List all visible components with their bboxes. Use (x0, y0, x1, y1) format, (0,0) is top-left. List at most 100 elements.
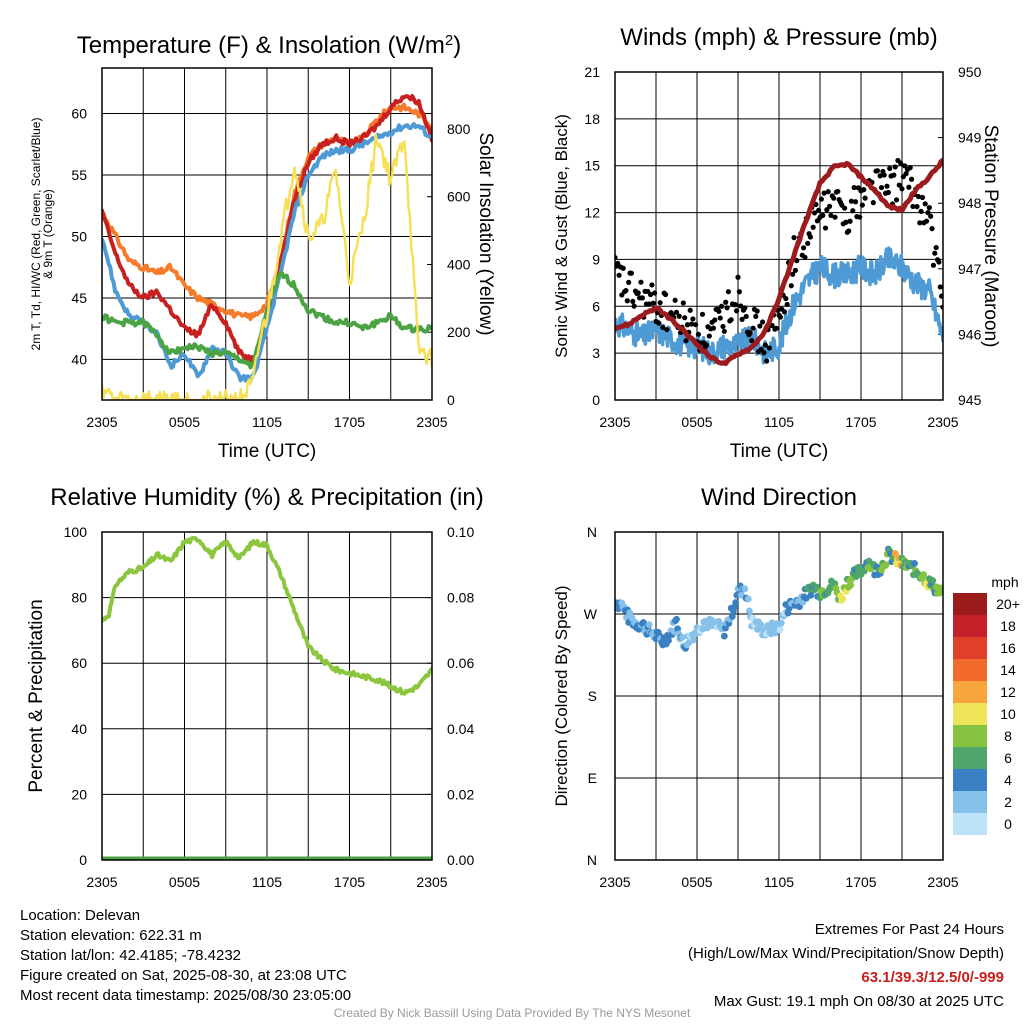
y-right-tick-label: 0 (447, 392, 455, 408)
legend-label: 4 (1004, 772, 1012, 788)
wind-direction-point (722, 624, 729, 632)
gust-point (928, 213, 934, 219)
gust-point (735, 274, 741, 280)
wind-direction-point (813, 583, 820, 591)
y-tick-label: 40 (71, 351, 87, 367)
gust-point (646, 301, 652, 307)
legend-swatch (953, 637, 987, 659)
gust-point (903, 171, 909, 177)
gust-point (773, 325, 779, 331)
y-axis-label-right: Solar Insolation (Yellow) (475, 132, 496, 335)
y-axis-label: Sonic Wind & Gust (Blue, Black) (552, 114, 571, 358)
series-relative-humidity (102, 536, 432, 696)
gust-point (924, 218, 930, 224)
gust-point (851, 184, 857, 191)
gust-point (723, 299, 729, 305)
y-tick-label: S (588, 688, 597, 704)
series-sonic-wind (615, 246, 943, 366)
gust-point (753, 313, 759, 319)
wind-direction-point (645, 621, 653, 628)
gust-point (660, 324, 666, 331)
y-tick-label: 3 (592, 345, 600, 361)
gust-point (742, 305, 748, 311)
wind-direction-point (741, 585, 749, 593)
legend-swatch (953, 703, 987, 725)
gust-point (749, 337, 755, 344)
gust-point (688, 321, 695, 327)
legend-swatch (953, 593, 987, 615)
plot-area (615, 157, 943, 366)
wind-direction-point (929, 577, 937, 584)
gust-point (850, 208, 856, 214)
wind-direction-point (728, 613, 736, 620)
wind-direction-point (732, 599, 740, 606)
gust-point (910, 203, 916, 210)
gust-point (684, 322, 691, 328)
gust-point (791, 235, 797, 241)
gust-point (650, 300, 656, 306)
gust-point (816, 207, 822, 213)
gust-point (620, 265, 626, 271)
gust-point (893, 197, 900, 203)
gust-point (712, 317, 718, 323)
gust-point (699, 311, 706, 317)
gust-point (750, 325, 756, 331)
gust-point (683, 338, 689, 344)
gust-point (672, 297, 678, 303)
gust-point (649, 282, 655, 288)
y-tick-label: 40 (71, 721, 87, 737)
wind-direction-point (744, 595, 752, 603)
gust-point (891, 172, 897, 178)
gust-point (818, 196, 824, 202)
gust-point (835, 188, 841, 195)
gust-point (762, 342, 768, 348)
gust-point (710, 325, 717, 331)
gust-point (917, 220, 923, 226)
extremes-values: 63.1/39.3/12.5/0/-999 (861, 969, 1004, 986)
max-gust: Max Gust: 19.1 mph On 08/30 at 2025 UTC (713, 993, 1004, 1010)
gust-point (647, 291, 654, 298)
y-tick-label: E (588, 770, 597, 786)
x-tick-label: 0505 (169, 874, 200, 890)
gust-point (725, 289, 732, 295)
gust-point (922, 201, 928, 207)
y-tick-label: 6 (592, 298, 600, 314)
extremes-title: Extremes For Past 24 Hours (814, 921, 1004, 938)
x-tick-label: 1705 (845, 874, 876, 890)
gust-point (918, 208, 924, 214)
gust-point (792, 267, 799, 273)
station-elevation: Station elevation: 622.31 m (20, 927, 202, 944)
chart-panel-2: Winds (mph) & Pressure (mb) 0 3 6 9 12 15 18 21 9… (552, 24, 1001, 462)
series-2m-td (102, 270, 432, 370)
legend-swatch (953, 681, 987, 703)
y-right-tick-label: 0.08 (447, 590, 474, 606)
gust-point (628, 270, 635, 276)
y-tick-label: 20 (71, 786, 87, 802)
wind-direction-point (673, 615, 680, 623)
gust-point (630, 298, 636, 305)
chart-panel-3: Relative Humidity (%) & Precipitation (i… (26, 484, 484, 890)
legend-swatch (953, 659, 987, 681)
y-tick-label: 12 (584, 205, 600, 221)
gust-point (811, 210, 818, 216)
gust-point (899, 186, 905, 192)
gust-point (623, 287, 629, 294)
x-tick-label: 2305 (927, 414, 958, 430)
y-right-tick-label: 0.06 (447, 655, 474, 671)
credit-line: Created By Nick Bassill Using Data Provi… (333, 1006, 691, 1020)
series-station-pressure (615, 157, 943, 366)
title-superscript: 2 (445, 32, 453, 49)
gust-point (706, 333, 712, 339)
gust-point (885, 189, 891, 196)
y-right-tick-label: 950 (958, 64, 982, 80)
y-tick-label: 50 (71, 228, 87, 244)
y-right-tick-label: 600 (447, 189, 471, 205)
y-tick-label: 0 (592, 392, 600, 408)
figure-created: Figure created on Sat, 2025-08-30, at 23… (20, 967, 347, 984)
x-axis-label: Time (UTC) (218, 441, 317, 462)
gust-point (878, 184, 885, 191)
gust-point (831, 195, 837, 201)
legend-label: 8 (1004, 728, 1012, 744)
gust-point (848, 198, 855, 204)
gust-point (862, 195, 868, 201)
